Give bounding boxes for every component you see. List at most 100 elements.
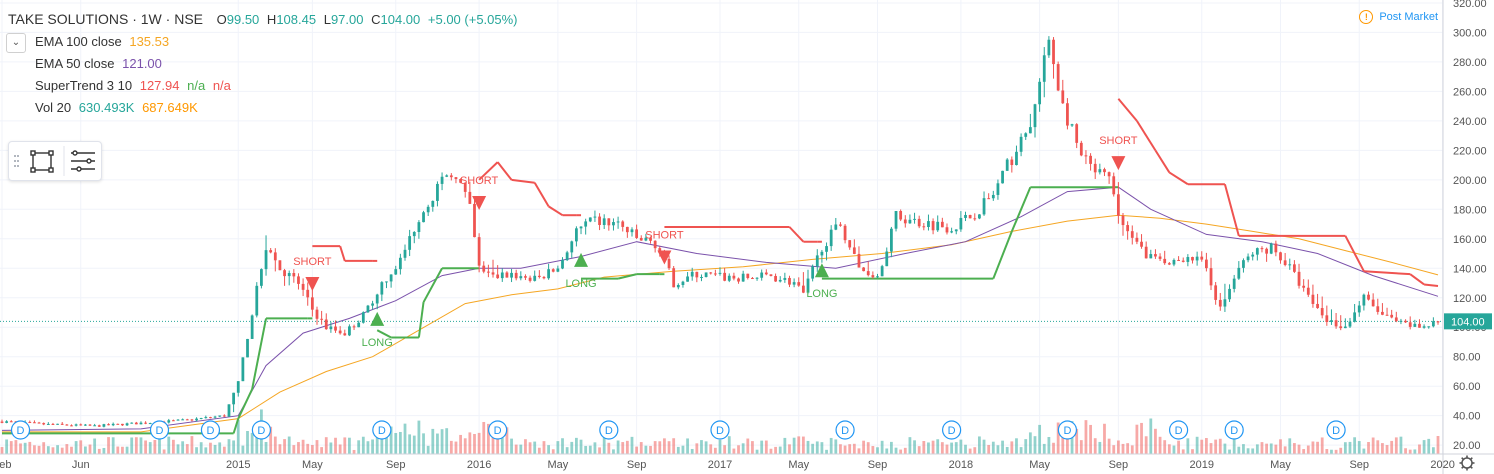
price-candle bbox=[723, 272, 727, 281]
volume-bar bbox=[394, 433, 398, 454]
price-candle bbox=[287, 273, 291, 277]
price-candle bbox=[1218, 299, 1222, 307]
volume-bar bbox=[542, 441, 546, 454]
settings-gear-icon[interactable] bbox=[1459, 455, 1475, 471]
x-tick-label: Sep bbox=[1109, 459, 1129, 471]
indicator-supertrend[interactable]: SuperTrend 3 10 127.94 n/a n/a bbox=[8, 75, 518, 97]
price-candle bbox=[1288, 264, 1292, 266]
price-candle bbox=[871, 275, 875, 278]
price-candle bbox=[1436, 321, 1440, 323]
price-candle bbox=[190, 419, 194, 421]
dividend-marker bbox=[200, 420, 221, 440]
volume-bar bbox=[422, 433, 425, 454]
volume-bar bbox=[482, 421, 486, 454]
volume-bar bbox=[5, 439, 9, 454]
volume-bar bbox=[1218, 438, 1222, 454]
price-candle bbox=[273, 252, 277, 261]
price-candle bbox=[1015, 151, 1018, 166]
dividend-marker-label: D bbox=[605, 425, 613, 437]
price-candle bbox=[1306, 287, 1310, 295]
volume-bar bbox=[1223, 443, 1227, 454]
price-bars bbox=[0, 36, 1440, 428]
price-candle bbox=[1404, 320, 1407, 323]
dividend-marker-label: D bbox=[1230, 425, 1238, 437]
dividend-marker-label: D bbox=[257, 425, 265, 437]
supertrend-segment bbox=[1363, 270, 1411, 276]
price-candle bbox=[1149, 254, 1153, 259]
volume-bar bbox=[806, 440, 810, 454]
object-select-icon[interactable] bbox=[30, 150, 54, 173]
gear-tooth bbox=[1469, 457, 1473, 461]
indicator-volume[interactable]: Vol 20 630.493K 687.649K bbox=[8, 97, 518, 119]
supertrend-segment bbox=[232, 418, 240, 434]
price-candle bbox=[843, 225, 847, 241]
settings-list-icon[interactable] bbox=[71, 150, 95, 172]
price-candle bbox=[1422, 326, 1426, 328]
dividend-marker bbox=[1326, 420, 1346, 440]
supertrend-segment bbox=[1117, 98, 1138, 122]
market-status[interactable]: ! Post Market bbox=[1359, 10, 1438, 24]
price-candle bbox=[1098, 169, 1102, 173]
volume-bar bbox=[1140, 422, 1143, 454]
price-candle bbox=[334, 326, 337, 331]
time-axis[interactable]: Feb Jun 2015 May Sep 2016 May Sep 2017 May Sep 2018… bbox=[0, 453, 1494, 471]
volume-bar bbox=[709, 444, 713, 454]
x-tick-label: 2018 bbox=[949, 459, 973, 471]
price-candle bbox=[1330, 320, 1333, 323]
price-candle bbox=[829, 229, 833, 247]
price-candle bbox=[436, 183, 439, 201]
short-signal-label: SHORT bbox=[1099, 135, 1138, 147]
price-candle bbox=[486, 271, 490, 273]
volume-bar bbox=[1376, 440, 1380, 454]
price-candle bbox=[1103, 169, 1106, 173]
price-candle bbox=[1130, 231, 1134, 238]
volume-bar bbox=[209, 442, 212, 454]
price-candle bbox=[1177, 259, 1180, 261]
volume-bar bbox=[1107, 438, 1111, 454]
volume-bar bbox=[1422, 440, 1426, 454]
dividend-marker bbox=[251, 420, 272, 440]
volume-bar bbox=[1089, 424, 1092, 454]
volume-bar bbox=[1010, 441, 1014, 454]
price-candle bbox=[459, 179, 462, 183]
price-candle bbox=[426, 206, 430, 213]
dividend-marker bbox=[942, 420, 962, 440]
price-candle bbox=[764, 272, 768, 275]
price-candle bbox=[778, 279, 782, 282]
volume-bar bbox=[1394, 437, 1398, 454]
drag-handle-icon[interactable] bbox=[14, 155, 19, 167]
legend-collapse-button[interactable]: ⌄ bbox=[6, 33, 26, 53]
dividend-marker-label: D bbox=[206, 425, 214, 437]
volume-bar bbox=[811, 443, 815, 454]
y-tick-label: 40.00 bbox=[1453, 411, 1481, 423]
volume-bar bbox=[1028, 432, 1032, 454]
volume-bar bbox=[385, 436, 388, 454]
volume-bar bbox=[908, 437, 912, 454]
volume-bar bbox=[565, 447, 569, 454]
volume-bar bbox=[1413, 449, 1417, 454]
volume-bar bbox=[380, 428, 384, 454]
volume-bar bbox=[607, 442, 611, 454]
symbol-title[interactable]: TAKE SOLUTIONS · 1W · NSE bbox=[8, 11, 203, 27]
volume-bar bbox=[1204, 438, 1208, 454]
volume-bar bbox=[1274, 444, 1278, 454]
indicator-ema100[interactable]: EMA 100 close 135.53 bbox=[8, 31, 518, 53]
price-axis[interactable]: 20.0040.0060.0080.00100.00120.00140.0016… bbox=[1442, 0, 1492, 474]
change-value: +5.00 (+5.05%) bbox=[427, 12, 518, 27]
price-candle bbox=[635, 229, 639, 238]
indicator-ema50[interactable]: EMA 50 close 121.00 bbox=[8, 53, 518, 75]
price-candle bbox=[1052, 39, 1055, 65]
volume-bar bbox=[204, 447, 208, 454]
price-candle bbox=[690, 271, 694, 277]
price-candle bbox=[440, 176, 444, 184]
price-candle bbox=[1047, 39, 1051, 56]
volume-bar bbox=[598, 447, 601, 454]
volume-bar bbox=[519, 444, 523, 454]
price-candle bbox=[839, 224, 842, 226]
price-candle bbox=[185, 419, 189, 421]
price-candle bbox=[1242, 260, 1245, 268]
volume-bar bbox=[463, 438, 467, 454]
dividend-marker bbox=[149, 420, 170, 440]
price-candle bbox=[1121, 215, 1125, 226]
